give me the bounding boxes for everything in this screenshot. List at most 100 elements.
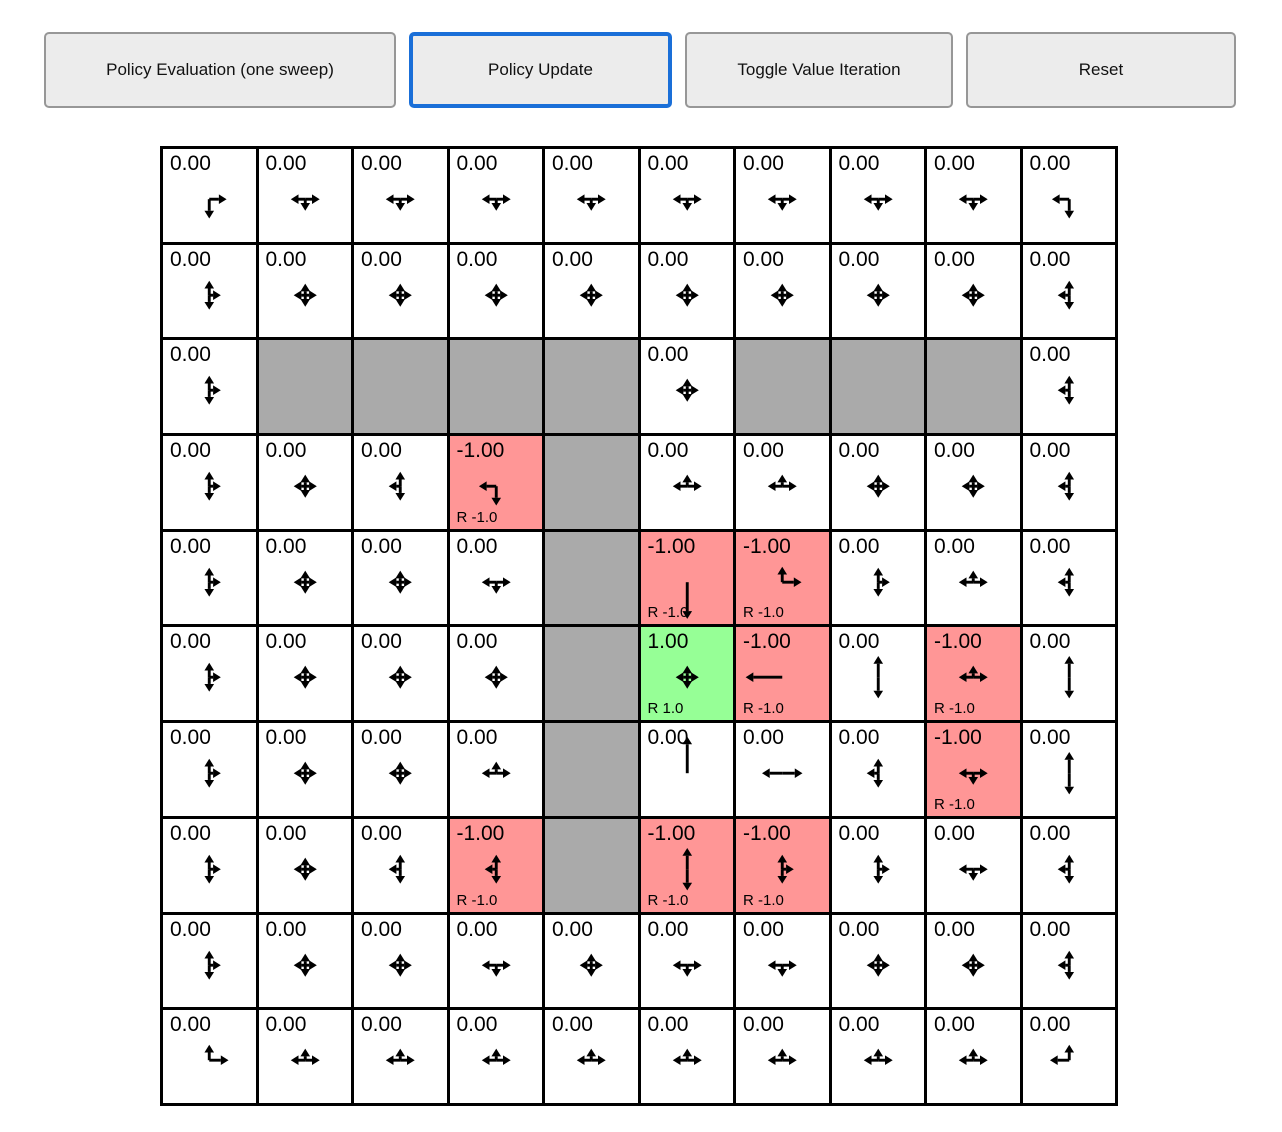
grid-cell-r3-c7: 0.00	[831, 436, 924, 529]
cell-value: 0.00	[361, 917, 402, 941]
policy-arrows-icon	[675, 379, 699, 403]
grid-cell-r2-c9: 0.00	[1022, 340, 1115, 434]
cell-value: 0.00	[361, 439, 402, 463]
wall-cell-r6-c4	[545, 723, 638, 816]
grid-cell-r1-c5: 0.00	[640, 244, 733, 338]
grid-cell-r4-c0: 0.00	[163, 531, 256, 625]
grid-cell-r5-c0: 0.00	[163, 627, 256, 721]
policy-evaluation-button[interactable]: Policy Evaluation (one sweep)	[44, 32, 396, 108]
grid-cell-r6-c2: 0.00	[354, 723, 447, 816]
grid-cell-r2-c5: 0.00	[640, 340, 733, 434]
grid-cell-r9-c5: 0.00	[640, 1010, 733, 1103]
policy-arrows-icon	[767, 474, 797, 492]
policy-arrows-icon	[293, 857, 317, 881]
grid-cell-r1-c2: 0.00	[354, 244, 447, 338]
grid-cell-r8-c3: 0.00	[449, 914, 542, 1008]
grid-cell-r1-c8: 0.00	[927, 244, 1020, 338]
cell-value: 0.00	[647, 917, 689, 941]
grid-cell-r7-c7: 0.00	[831, 818, 924, 912]
grid-cell-r8-c7: 0.00	[831, 914, 924, 1008]
policy-arrows-icon	[204, 376, 221, 406]
policy-arrows-icon	[204, 471, 221, 501]
grid-cell-r5-c9: 0.00	[1022, 627, 1115, 721]
grid-cell-r7-c0: 0.00	[163, 818, 256, 912]
cell-reward-label: R -1.0	[743, 700, 784, 718]
policy-arrows-icon	[204, 758, 221, 788]
grid-cell-r0-c5: 0.00	[640, 149, 733, 242]
policy-arrows-icon	[777, 566, 802, 587]
policy-arrows-icon	[767, 959, 797, 977]
policy-arrows-icon	[385, 194, 415, 211]
wall-cell-r2-c4	[545, 340, 638, 434]
policy-arrows-icon	[1063, 752, 1074, 795]
toggle-value-iteration-button[interactable]: Toggle Value Iteration	[685, 32, 953, 108]
policy-arrows-icon	[388, 761, 412, 785]
policy-arrows-icon	[484, 666, 508, 690]
cell-value: 0.00	[838, 247, 880, 271]
cell-value: 0.00	[743, 439, 784, 463]
policy-update-button[interactable]: Policy Update	[409, 32, 672, 108]
grid-cell-r0-c0: 0.00	[163, 149, 256, 242]
policy-arrows-icon	[675, 666, 699, 690]
cell-value: 0.00	[647, 343, 689, 367]
cell-value: 0.00	[647, 439, 689, 463]
grid-cell-r5-c1: 0.00	[258, 627, 351, 721]
policy-arrows-icon	[863, 1048, 893, 1066]
grid-cell-r8-c4: 0.00	[545, 914, 638, 1008]
cell-value: 0.00	[647, 247, 689, 271]
policy-arrows-icon	[863, 194, 893, 211]
grid-cell-r0-c6: 0.00	[736, 149, 829, 242]
policy-arrows-icon	[293, 761, 317, 785]
policy-arrows-icon	[290, 194, 320, 211]
wall-cell-r4-c4	[545, 531, 638, 625]
policy-arrows-icon	[293, 570, 317, 594]
policy-arrows-icon	[290, 1048, 320, 1066]
cell-reward-label: R -1.0	[743, 891, 784, 909]
cell-value: 0.00	[1029, 152, 1071, 175]
policy-arrows-icon	[672, 474, 702, 492]
cell-value: 0.00	[552, 917, 593, 941]
policy-arrows-icon	[961, 283, 985, 307]
policy-arrows-icon	[958, 1048, 988, 1066]
cell-value: 0.00	[647, 726, 689, 750]
policy-arrows-icon	[958, 864, 988, 881]
grid-cell-r5-c5: 1.00 R 1.0	[640, 627, 733, 721]
policy-arrows-icon	[672, 194, 702, 211]
cell-value: 0.00	[170, 1013, 211, 1037]
gridworld-grid: 0.00 0.00 0.00 0.00 0.00 0.00 0.00 0.00 0.00 0.00…	[160, 146, 1118, 1106]
policy-arrows-icon	[675, 283, 699, 307]
policy-arrows-icon	[1057, 280, 1074, 310]
grid-cell-r6-c0: 0.00	[163, 723, 256, 816]
grid-cell-r7-c8: 0.00	[927, 818, 1020, 912]
cell-value: 0.00	[1029, 247, 1071, 271]
grid-cell-r3-c6: 0.00	[736, 436, 829, 529]
grid-cell-r6-c3: 0.00	[449, 723, 542, 816]
cell-value: 0.00	[361, 1013, 402, 1037]
cell-value: 0.00	[265, 439, 307, 463]
cell-reward-label: R -1.0	[456, 891, 498, 909]
cell-value: 0.00	[170, 343, 211, 367]
cell-value: 0.00	[265, 630, 307, 654]
grid-cell-r9-c9: 0.00	[1022, 1010, 1115, 1103]
cell-value: 0.00	[934, 152, 975, 175]
grid-cell-r9-c6: 0.00	[736, 1010, 829, 1103]
policy-arrows-icon	[681, 736, 692, 774]
policy-arrows-icon	[481, 577, 511, 594]
grid-cell-r7-c5: -1.00 R -1.0	[640, 818, 733, 912]
cell-value: 0.00	[361, 726, 402, 750]
policy-arrows-icon	[767, 194, 797, 211]
grid-cell-r4-c6: -1.00 R -1.0	[736, 531, 829, 625]
reset-button[interactable]: Reset	[966, 32, 1236, 108]
cell-value: 0.00	[265, 534, 307, 558]
grid-cell-r5-c6: -1.00 R -1.0	[736, 627, 829, 721]
cell-value: -1.00	[934, 726, 982, 750]
policy-arrows-icon	[1057, 567, 1074, 597]
policy-arrows-icon	[385, 1048, 415, 1066]
cell-value: 0.00	[838, 630, 880, 654]
policy-arrows-icon	[388, 854, 406, 884]
grid-cell-r0-c1: 0.00	[258, 149, 351, 242]
grid-cell-r6-c8: -1.00 R -1.0	[927, 723, 1020, 816]
policy-arrows-icon	[204, 1045, 229, 1066]
policy-arrows-icon	[872, 854, 890, 884]
grid-cell-r4-c1: 0.00	[258, 531, 351, 625]
